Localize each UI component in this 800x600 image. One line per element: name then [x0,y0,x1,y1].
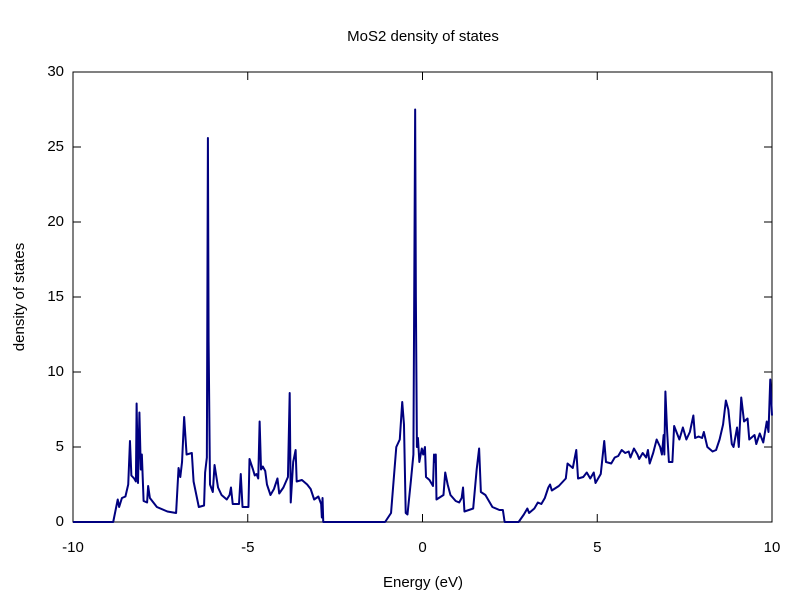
x-axis-label: Energy (eV) [383,574,463,591]
y-tick-label: 30 [47,63,64,80]
y-axis-label: density of states [11,243,28,351]
x-tick-label: 10 [764,539,781,556]
x-tick-label: 0 [418,539,426,556]
dos-line [73,108,773,523]
y-tick-label: 20 [47,213,64,230]
x-tick-label: -5 [241,539,254,556]
y-tick-label: 10 [47,363,64,380]
x-tick-label: -10 [62,539,84,556]
x-tick-label: 5 [593,539,601,556]
y-tick-label: 15 [47,288,64,305]
y-tick-label: 0 [56,513,64,530]
chart-title: MoS2 density of states [347,28,499,45]
y-tick-label: 5 [56,438,64,455]
y-tick-label: 25 [47,138,64,155]
